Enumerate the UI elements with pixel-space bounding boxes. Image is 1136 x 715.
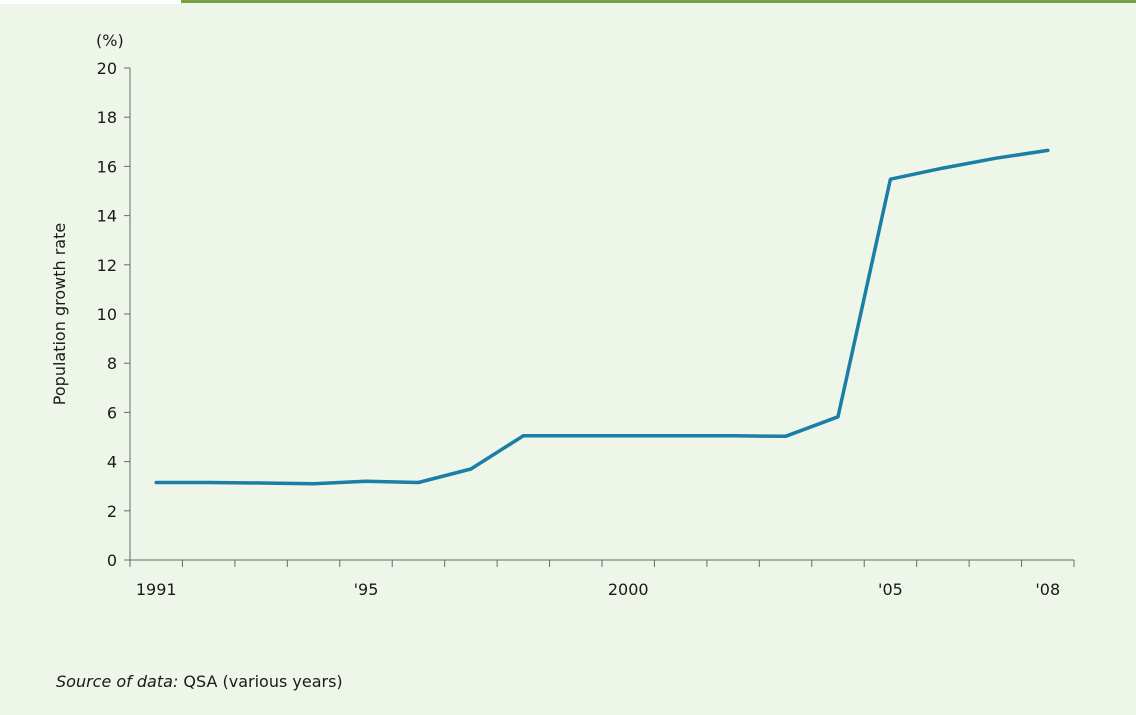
source-text: QSA (various years) <box>183 672 343 691</box>
top-rule <box>0 0 1136 3</box>
source-note: Source of data: QSA (various years) <box>56 672 343 691</box>
y-tick-label: 20 <box>97 59 117 78</box>
series-line <box>154 148 1050 486</box>
y-axis-unit: (%) <box>96 31 124 50</box>
source-label: Source of data: <box>56 672 179 691</box>
y-tick-label: 12 <box>97 256 117 275</box>
y-tick-label: 14 <box>97 207 117 226</box>
y-tick-label: 4 <box>107 453 117 472</box>
y-tick-label: 10 <box>97 305 117 324</box>
y-tick-label: 0 <box>107 551 117 570</box>
x-tick-label: '08 <box>1035 580 1060 599</box>
line-chart: 0 2 4 6 8 10 12 14 16 18 20 1991 '95 2000 '05 '08 (%) P… <box>50 31 1075 599</box>
tick-labels: 0 2 4 6 8 10 12 14 16 18 20 1991 '95 2000 '05 '08 <box>97 59 1061 599</box>
y-tick-label: 6 <box>107 403 117 422</box>
y-tick-label: 18 <box>97 108 117 127</box>
tick-marks <box>124 67 1075 567</box>
y-tick-label: 16 <box>97 157 117 176</box>
y-tick-label: 8 <box>107 354 117 373</box>
y-tick-label: 2 <box>107 502 117 521</box>
x-tick-label: 1991 <box>136 580 177 599</box>
y-axis-label: Population growth rate <box>50 223 69 405</box>
x-tick-label: 2000 <box>608 580 649 599</box>
x-tick-label: '05 <box>878 580 903 599</box>
top-rule-white-segment <box>0 0 181 4</box>
x-tick-label: '95 <box>354 580 379 599</box>
series-lines <box>154 148 1050 486</box>
axes <box>129 68 1074 561</box>
